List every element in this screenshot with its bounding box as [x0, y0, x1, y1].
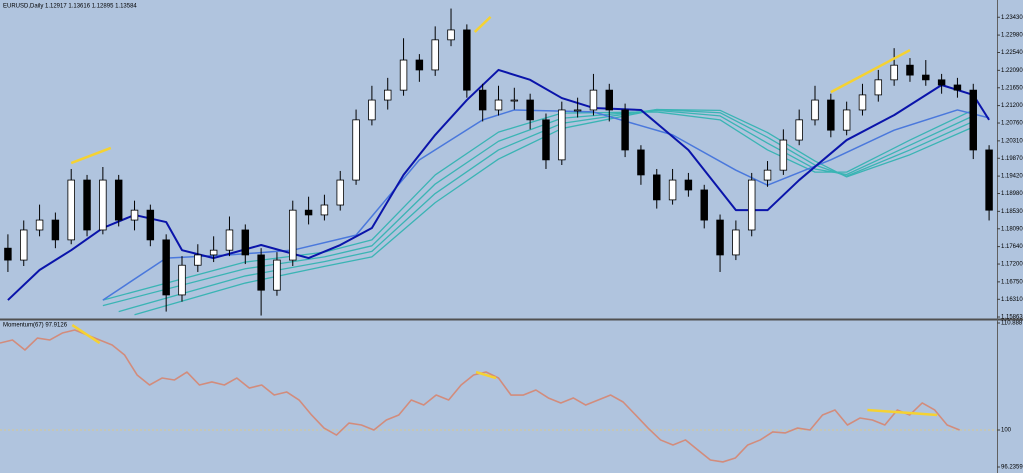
candle-body	[289, 209, 297, 261]
candle-body	[67, 179, 75, 241]
candle-body	[463, 29, 471, 91]
candle-body	[4, 247, 12, 261]
candle-body	[605, 89, 614, 111]
candle-body	[542, 119, 550, 161]
candle-body	[383, 89, 392, 101]
candle-body	[684, 179, 693, 191]
candle-body	[130, 209, 139, 221]
candle-body	[399, 59, 408, 91]
candle-body	[336, 179, 344, 206]
candle-body	[431, 39, 439, 71]
candle-body	[827, 99, 835, 131]
candle-body	[35, 219, 44, 231]
y-tick-label: 96.2359	[1001, 465, 1023, 471]
candle-body	[558, 109, 566, 161]
y-tick-label: 1.21200	[1001, 103, 1023, 109]
candle-body	[700, 189, 708, 221]
divergence-line	[475, 370, 497, 380]
candle-body	[447, 29, 455, 41]
divergence-line	[830, 49, 911, 94]
divergence-line	[473, 15, 492, 33]
candle-body	[83, 179, 91, 231]
candle-body	[320, 204, 329, 216]
candle-body	[779, 139, 788, 171]
candle-body	[842, 109, 851, 131]
candle-body	[494, 99, 503, 111]
candle-body	[352, 119, 360, 181]
y-tick-label: 1.21650	[1001, 85, 1023, 91]
candle-body	[922, 74, 930, 81]
candle-body	[51, 219, 60, 241]
moving-average	[7, 68, 990, 301]
candle-body	[985, 149, 993, 211]
y-tick-label: 110.8887	[1001, 321, 1023, 327]
y-tick-label: 1.22980	[1001, 33, 1023, 39]
candle-body	[763, 169, 772, 181]
candle-body	[953, 84, 962, 91]
candle-body	[747, 179, 756, 231]
candle-body	[573, 109, 582, 112]
candle-body	[510, 99, 519, 102]
candle-body	[969, 89, 977, 151]
y-tick-label: 1.17200	[1001, 262, 1023, 268]
y-tick-label: 1.18530	[1001, 209, 1023, 215]
candle-body	[99, 179, 107, 231]
candle-body	[257, 254, 265, 291]
divergence-line	[867, 408, 938, 417]
candle-body	[811, 99, 819, 121]
y-tick-label: 1.16310	[1001, 297, 1023, 303]
candle-body	[858, 94, 867, 111]
y-tick-label: 1.19870	[1001, 156, 1023, 162]
y-tick-label: 1.16750	[1001, 279, 1023, 285]
y-tick-label: 1.19420	[1001, 174, 1023, 180]
candle-body	[273, 259, 281, 291]
candle-body	[415, 59, 424, 71]
candle-body	[526, 99, 534, 121]
candle-body	[478, 89, 487, 111]
y-tick-label: 1.18090	[1001, 226, 1023, 232]
candle-body	[621, 109, 629, 151]
candle-body	[20, 229, 28, 261]
y-tick-label: 1.17640	[1001, 244, 1023, 250]
candle-body	[209, 249, 218, 256]
panel-title: Momentum(67) 97.9126	[3, 323, 68, 329]
candle-body	[890, 64, 898, 81]
candle-body	[178, 264, 186, 296]
candle-body	[114, 179, 123, 221]
y-tick-label: 100	[1001, 428, 1012, 434]
y-tick-label: 1.20760	[1001, 121, 1023, 127]
candle-body	[304, 209, 313, 216]
y-tick-label: 1.22090	[1001, 68, 1023, 74]
divergence-line	[71, 324, 101, 345]
candle-body	[937, 79, 946, 86]
candle-body	[589, 89, 598, 111]
candle-body	[241, 229, 250, 256]
panel-title: EURUSD,Daily 1.12917 1.13616 1.12895 1.1…	[3, 4, 137, 10]
candle-body	[668, 179, 677, 201]
candle-body	[716, 219, 724, 256]
candle-body	[146, 209, 155, 241]
candle-body	[194, 254, 202, 266]
candle-body	[906, 64, 914, 76]
candle-body	[637, 149, 645, 176]
candle-body	[368, 99, 376, 121]
candle-body	[653, 174, 661, 201]
candle-body	[795, 119, 803, 141]
candle-body	[225, 229, 234, 251]
y-tick-label: 1.15863	[1001, 315, 1023, 321]
candle-body	[874, 79, 883, 96]
y-tick-label: 1.20310	[1001, 138, 1023, 144]
candle-body	[162, 239, 170, 296]
y-tick-label: 1.23430	[1001, 15, 1023, 21]
y-tick-label: 1.18980	[1001, 191, 1023, 197]
candle-body	[732, 229, 740, 256]
y-tick-label: 1.22540	[1001, 50, 1023, 56]
divergence-line	[70, 146, 112, 165]
